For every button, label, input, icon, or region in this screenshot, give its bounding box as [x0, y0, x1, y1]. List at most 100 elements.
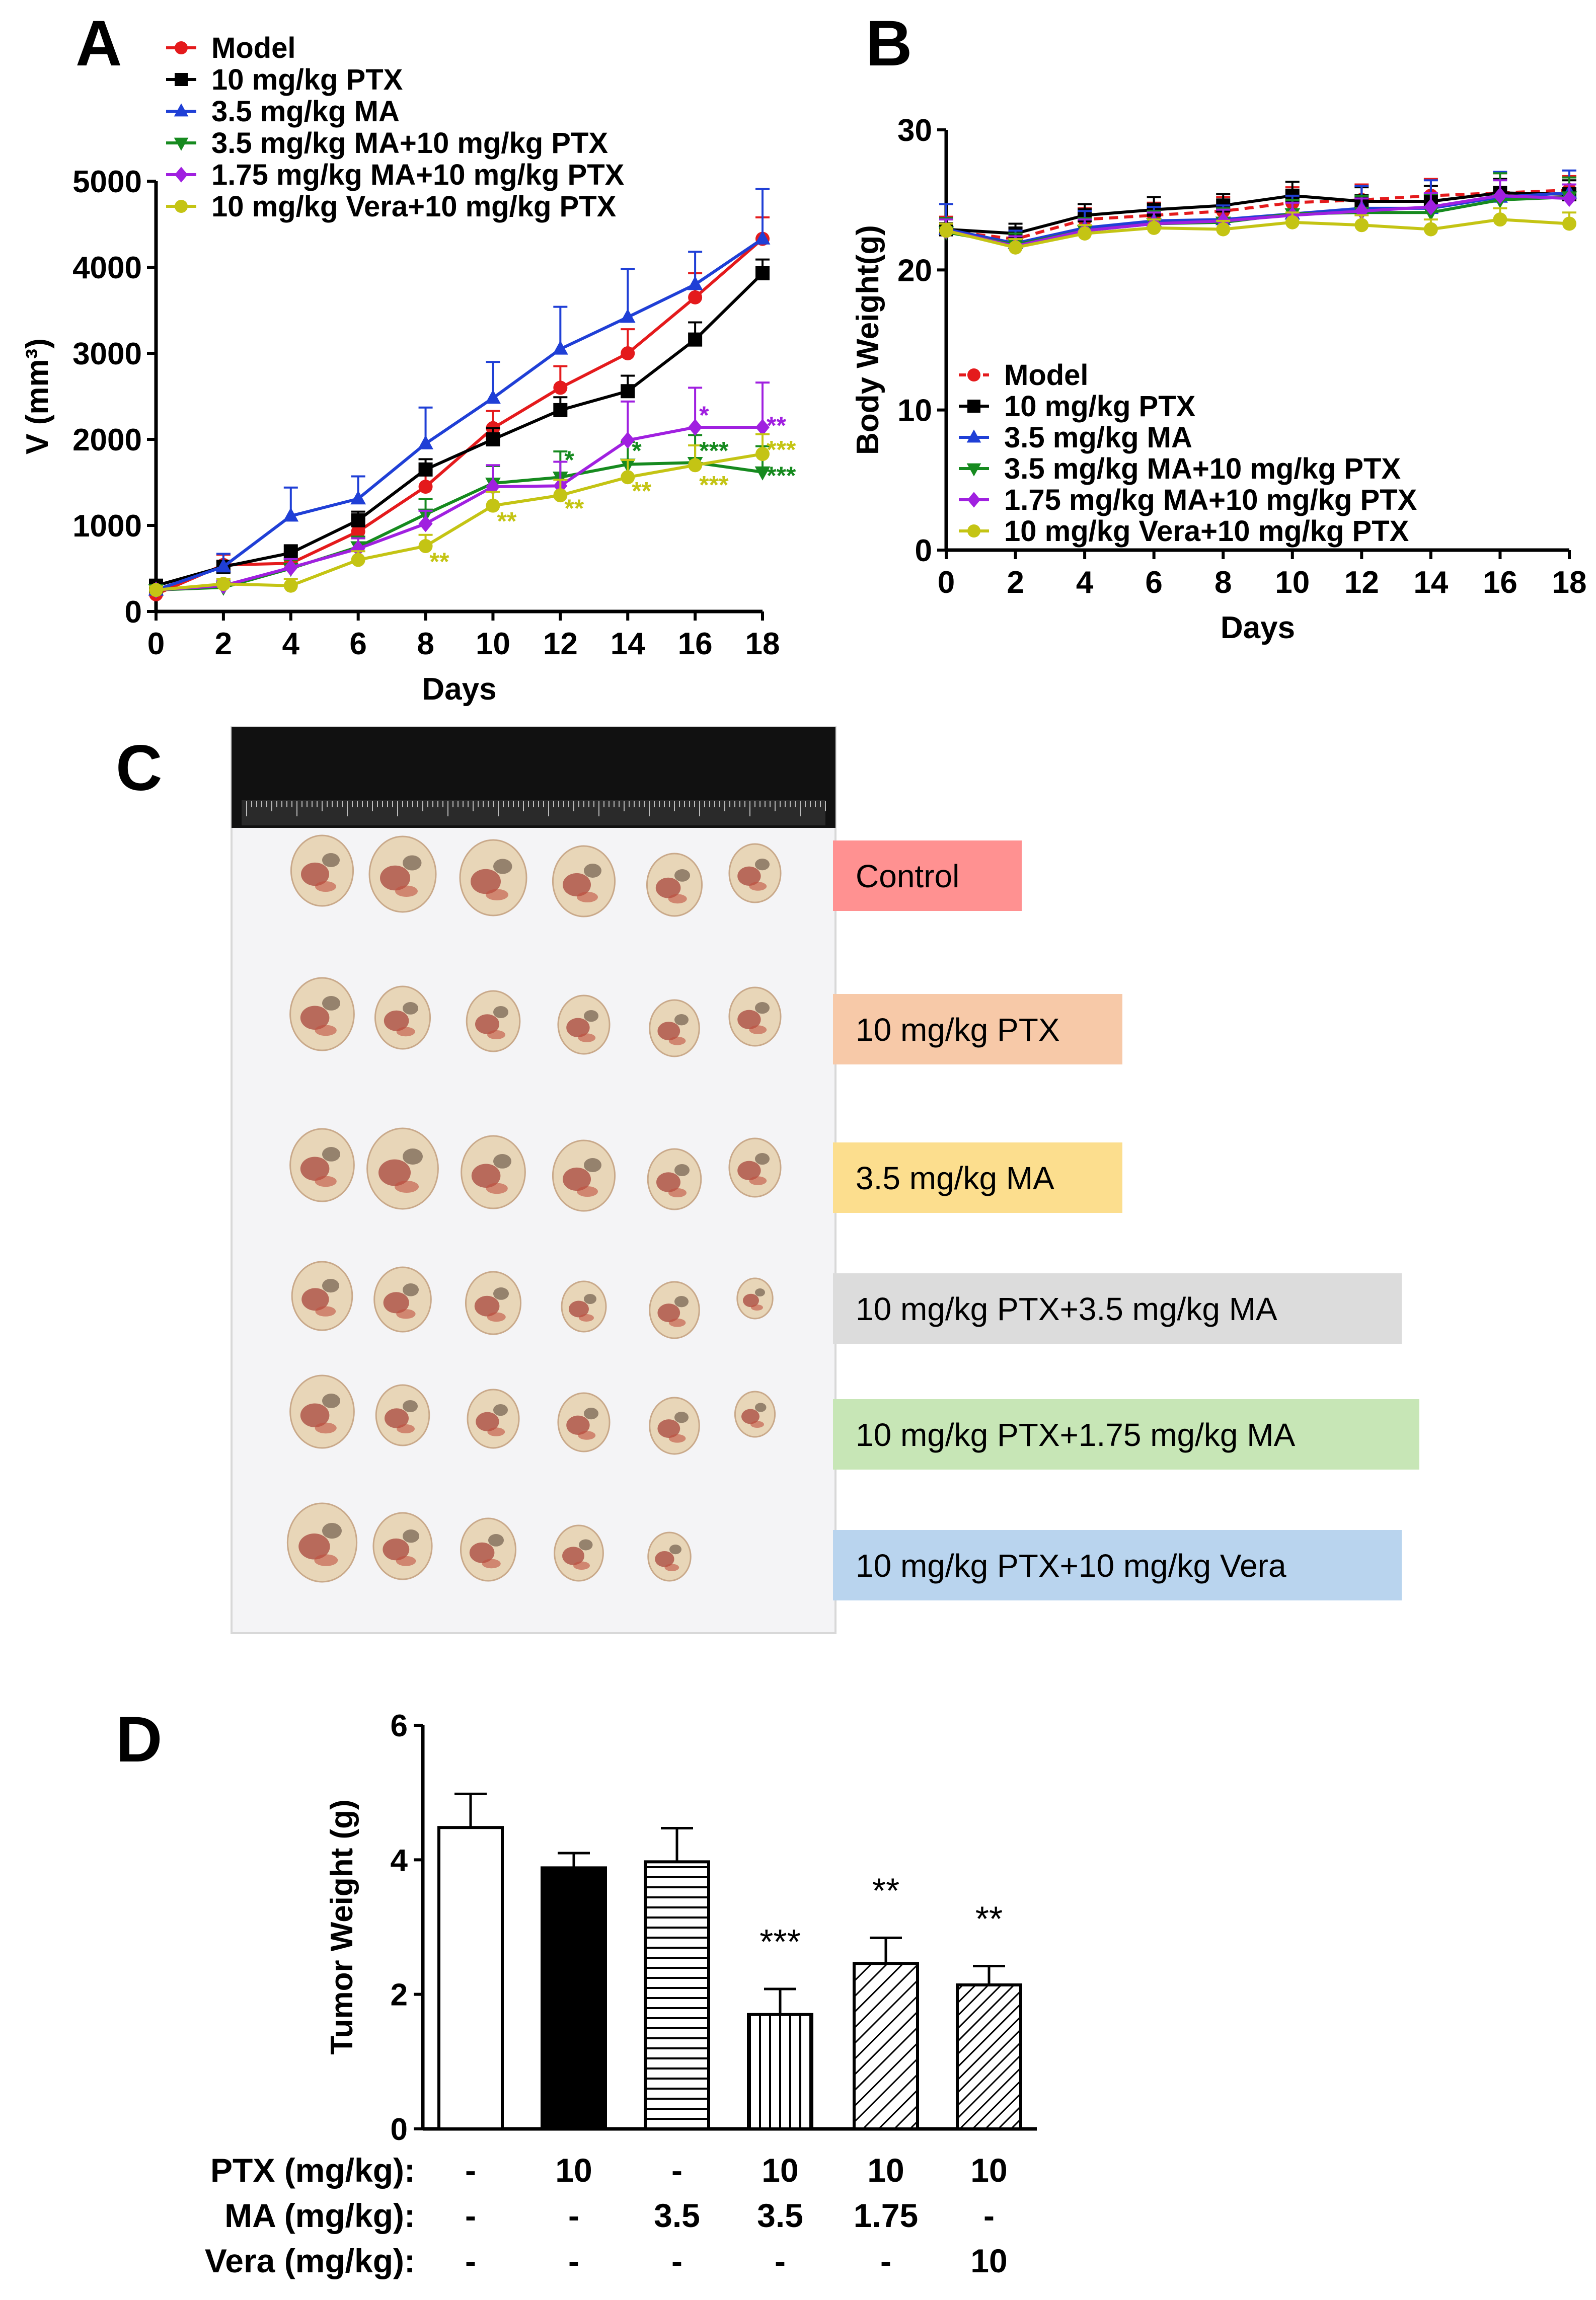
- data-point: [553, 403, 568, 417]
- data-point: [1493, 187, 1507, 204]
- tumor-specimens: [286, 834, 782, 1583]
- tumor-blood-spot: [395, 885, 418, 897]
- legend-marker: [966, 463, 981, 477]
- tumor-dark-spot: [674, 1412, 689, 1423]
- table-cell: 10: [970, 2152, 1007, 2189]
- x-axis-title: Days: [422, 672, 496, 707]
- y-tick-label: 0: [391, 2112, 408, 2147]
- data-point: [149, 583, 163, 597]
- tumor-specimen: [728, 843, 782, 903]
- significance-mark: **: [564, 494, 584, 522]
- data-point: [1562, 190, 1576, 207]
- legend-marker: [967, 400, 980, 413]
- tumor-specimen: [649, 1281, 700, 1339]
- tumor-blood-spot: [385, 1408, 409, 1428]
- y-tick-label: 10: [897, 394, 932, 428]
- panel-label-c: C: [116, 732, 162, 804]
- data-point: [418, 515, 433, 532]
- data-point: [621, 346, 635, 360]
- tumor-blood-spot: [573, 1561, 590, 1570]
- tumor-dark-spot: [488, 1534, 504, 1547]
- tumor-blood-spot: [314, 1554, 338, 1566]
- tumor-blood-spot: [657, 1419, 680, 1438]
- legend-marker: [175, 167, 188, 183]
- tumor-dark-spot: [322, 1394, 340, 1408]
- significance-mark: *: [632, 436, 642, 465]
- data-point: [351, 513, 365, 527]
- tumor-specimen: [649, 999, 700, 1057]
- group-label-text: 10 mg/kg PTX+10 mg/kg Vera: [856, 1548, 1286, 1584]
- group-label-text: Control: [856, 858, 959, 894]
- data-point: [688, 332, 703, 347]
- tumor-blood-spot: [315, 1306, 336, 1317]
- data-point: [418, 462, 433, 477]
- tumor-dark-spot: [755, 1288, 765, 1296]
- table-cell: -: [465, 2197, 476, 2234]
- tumor-dark-spot: [322, 1523, 342, 1539]
- data-point: [351, 553, 365, 567]
- tumor-blood-spot: [300, 1006, 330, 1030]
- tumor-blood-spot: [384, 1010, 409, 1031]
- tumor-blood-spot: [396, 1556, 416, 1566]
- data-point: [552, 340, 568, 355]
- group-label-box: [833, 840, 1022, 911]
- series-Vera_PTX: [149, 433, 770, 597]
- tumor-specimen: [647, 1148, 702, 1210]
- tumor-specimen: [366, 1127, 439, 1210]
- group-label-box: [833, 1142, 1122, 1213]
- data-point: [418, 435, 433, 449]
- tumor-blood-spot: [566, 1415, 590, 1435]
- x-tick-label: 12: [543, 627, 578, 661]
- legend-marker: [967, 524, 980, 538]
- legend-marker: [966, 429, 981, 443]
- data-point: [754, 466, 771, 481]
- data-point: [1423, 222, 1438, 237]
- tumor-specimen: [728, 1137, 782, 1198]
- legend-marker: [175, 200, 188, 213]
- tumor-blood-spot: [487, 1030, 505, 1039]
- significance-mark: **: [872, 1871, 899, 1910]
- group-label-text: 10 mg/kg PTX: [856, 1012, 1060, 1048]
- tumor-blood-spot: [383, 1292, 409, 1314]
- legend-marker: [175, 41, 188, 54]
- tumor-specimen: [557, 994, 611, 1055]
- tumor-specimen: [374, 985, 431, 1050]
- x-tick-label: 10: [476, 627, 510, 661]
- table-cell: 3.5: [757, 2197, 803, 2234]
- series-Model: [149, 216, 770, 601]
- tumor-blood-spot: [749, 882, 767, 891]
- tumor-blood-spot: [378, 1159, 411, 1186]
- data-point: [688, 419, 703, 436]
- legend-marker: [174, 103, 189, 117]
- tumor-dark-spot: [579, 1539, 593, 1551]
- series-Model: [939, 172, 1576, 247]
- tumor-blood-spot: [751, 1305, 763, 1311]
- data-point: [1078, 226, 1092, 241]
- series-line: [156, 238, 764, 592]
- legend-label: 10 mg/kg Vera+10 mg/kg PTX: [211, 190, 617, 223]
- tumor-specimen: [552, 1139, 616, 1212]
- tumor-dark-spot: [584, 1294, 596, 1304]
- group-label-text: 10 mg/kg PTX+1.75 mg/kg MA: [856, 1417, 1296, 1453]
- table-cell: 1.75: [854, 2197, 918, 2234]
- data-point: [755, 266, 770, 280]
- y-axis-title: Tumor Weight (g): [325, 1799, 359, 2054]
- table-cell: -: [568, 2242, 579, 2279]
- x-tick-label: 4: [282, 627, 300, 661]
- data-point: [1493, 212, 1507, 227]
- tumor-dark-spot: [403, 1148, 423, 1165]
- table-cell: -: [465, 2152, 476, 2189]
- tumor-specimen: [373, 1266, 432, 1333]
- y-tick-label: 5000: [72, 165, 142, 199]
- y-tick-label: 0: [125, 595, 142, 630]
- tumor-specimen: [646, 853, 703, 917]
- significance-mark: **: [767, 412, 786, 440]
- y-tick-label: 4: [391, 1843, 408, 1878]
- tumor-blood-spot: [579, 1314, 594, 1322]
- tumor-specimen: [649, 1397, 700, 1455]
- significance-mark: ***: [767, 462, 796, 490]
- x-tick-label: 14: [1413, 565, 1448, 600]
- tumor-blood-spot: [301, 862, 329, 886]
- table-cell: -: [671, 2242, 682, 2279]
